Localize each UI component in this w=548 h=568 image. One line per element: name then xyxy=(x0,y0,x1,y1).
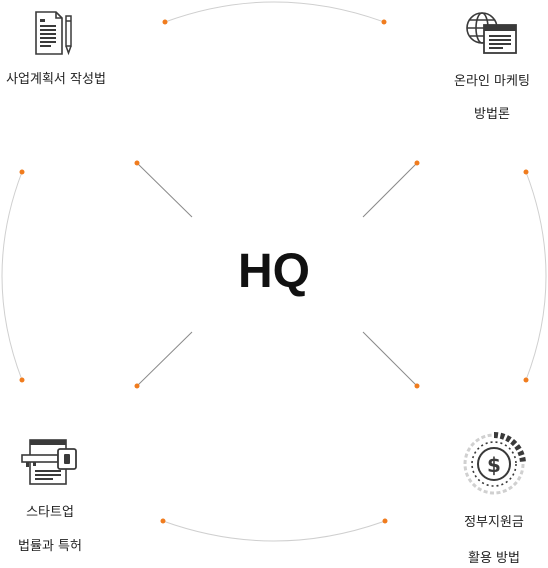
arc-right xyxy=(525,171,547,381)
dot xyxy=(523,377,529,383)
topic-online-marketing: 온라인 마케팅 방법론 xyxy=(436,8,548,124)
topic-label: 활용 방법 xyxy=(468,551,520,566)
key-document-icon xyxy=(21,439,77,485)
topic-label: 법률과 특허 xyxy=(18,539,82,554)
spoke-top-right xyxy=(362,162,418,218)
outer-ring-arcs xyxy=(1,1,547,542)
dot xyxy=(134,160,140,166)
dot xyxy=(414,383,420,389)
topic-label: 정부지원금 xyxy=(464,515,524,530)
globe-browser-icon xyxy=(466,12,517,54)
dot xyxy=(523,169,529,175)
accent-dots xyxy=(19,19,529,524)
dot xyxy=(19,377,25,383)
dot xyxy=(414,160,420,166)
topic-label: 사업계획서 작성법 xyxy=(6,72,106,87)
dot xyxy=(162,19,168,25)
spoke-lines xyxy=(136,162,418,387)
dot xyxy=(134,383,140,389)
dollar-coin-icon: $ xyxy=(463,432,526,495)
spoke-bottom-left xyxy=(136,331,193,387)
dot xyxy=(160,518,166,524)
spoke-bottom-right xyxy=(362,331,418,387)
hub-diagram xyxy=(1,1,547,542)
spoke-top-left xyxy=(136,162,193,218)
topic-startup-law: 스타트업 법률과 특허 xyxy=(0,438,100,556)
dot xyxy=(19,169,25,175)
topic-label: 온라인 마케팅 xyxy=(454,74,530,89)
svg-text:$: $ xyxy=(487,453,501,477)
topic-label: 방법론 xyxy=(474,107,510,122)
topic-label: 스타트업 xyxy=(26,505,74,520)
arc-bottom xyxy=(162,520,386,542)
arc-left xyxy=(1,171,23,381)
dot xyxy=(381,19,387,25)
dot xyxy=(382,518,388,524)
hq-center-label: HQ xyxy=(238,245,310,298)
business-plan-document-icon xyxy=(35,11,72,56)
topic-business-plan: 사업계획서 작성법 xyxy=(0,10,112,89)
arc-top xyxy=(164,1,385,23)
